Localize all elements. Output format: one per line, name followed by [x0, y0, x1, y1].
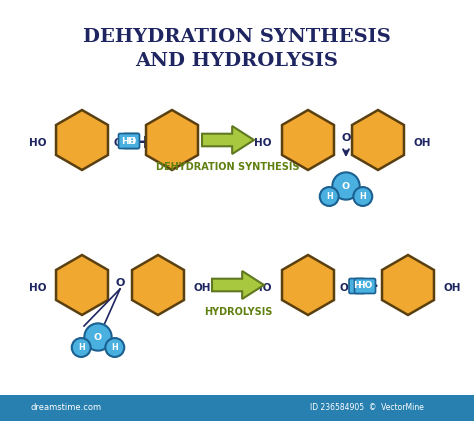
Polygon shape [212, 271, 264, 299]
Text: +: + [137, 133, 153, 152]
Text: H: H [359, 192, 366, 201]
Polygon shape [382, 255, 434, 315]
Polygon shape [146, 110, 198, 170]
Text: AND HYDROLYSIS: AND HYDROLYSIS [136, 52, 338, 70]
Text: O: O [341, 133, 351, 143]
Text: O: O [114, 138, 122, 148]
Text: H: H [326, 192, 333, 201]
Text: HO: HO [28, 283, 46, 293]
Text: HO: HO [28, 138, 46, 148]
Text: OH: OH [210, 138, 228, 148]
Text: OH: OH [194, 283, 211, 293]
Polygon shape [132, 255, 184, 315]
Text: HO: HO [255, 283, 272, 293]
Text: dreamstime.com: dreamstime.com [30, 403, 101, 413]
Text: ID 236584905  ©  VectorMine: ID 236584905 © VectorMine [310, 403, 424, 413]
Polygon shape [352, 110, 404, 170]
FancyBboxPatch shape [118, 133, 139, 149]
Text: O: O [115, 278, 125, 288]
Text: DEHYDRATION SYNTHESIS: DEHYDRATION SYNTHESIS [83, 28, 391, 46]
Text: H: H [127, 136, 135, 146]
Text: DEHYDRATION SYNTHESIS: DEHYDRATION SYNTHESIS [156, 162, 300, 172]
Circle shape [332, 172, 360, 200]
Circle shape [84, 323, 112, 351]
FancyBboxPatch shape [355, 279, 375, 293]
FancyBboxPatch shape [123, 133, 139, 149]
Text: HO: HO [357, 282, 373, 290]
Bar [0, 395, 474, 421]
Text: O: O [340, 283, 348, 293]
Circle shape [353, 187, 372, 206]
Polygon shape [282, 110, 334, 170]
Circle shape [72, 338, 91, 357]
Text: HYDROLYSIS: HYDROLYSIS [204, 307, 272, 317]
Text: O: O [94, 333, 102, 341]
Polygon shape [202, 126, 254, 154]
Circle shape [320, 187, 338, 206]
Circle shape [105, 338, 124, 357]
Text: H: H [353, 282, 361, 290]
Text: O: O [342, 181, 350, 190]
Polygon shape [56, 255, 108, 315]
FancyBboxPatch shape [349, 279, 365, 293]
Text: OH: OH [414, 138, 431, 148]
Text: OH: OH [444, 283, 462, 293]
Polygon shape [56, 110, 108, 170]
Text: HO: HO [255, 138, 272, 148]
Text: H: H [111, 343, 118, 352]
Polygon shape [282, 255, 334, 315]
Text: +: + [363, 277, 379, 296]
Text: HO: HO [121, 136, 137, 146]
Text: H: H [78, 343, 84, 352]
